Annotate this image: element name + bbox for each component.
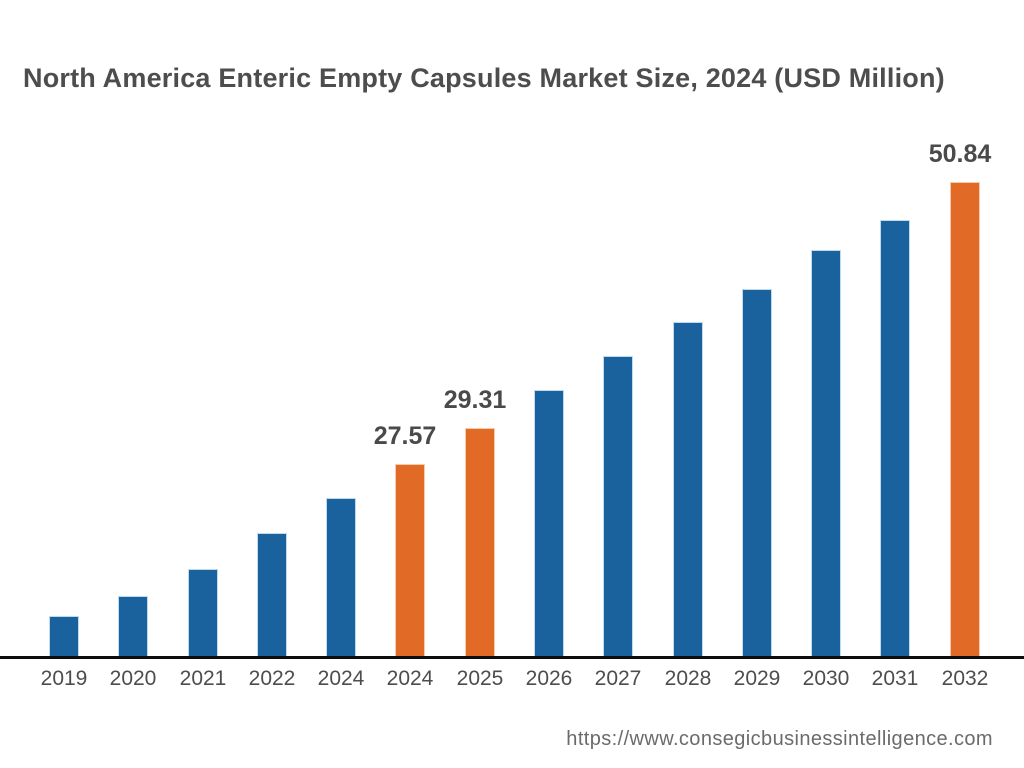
x-tick-2022-3: 2022: [248, 667, 296, 690]
x-tick-2024-4: 2024: [317, 667, 365, 690]
bar-2020-1: [118, 596, 148, 659]
bar-2022-3: [257, 533, 287, 659]
x-tick-2027-8: 2027: [594, 667, 642, 690]
bar-2025-6: [465, 428, 495, 659]
source-url: https://www.consegicbusinessintelligence…: [566, 728, 993, 750]
chart-title: North America Enteric Empty Capsules Mar…: [23, 63, 945, 93]
x-tick-2019-0: 2019: [40, 667, 88, 690]
bar-2027-8: [603, 356, 633, 659]
x-tick-2026-7: 2026: [525, 667, 573, 690]
x-tick-2028-9: 2028: [664, 667, 712, 690]
bar-2026-7: [534, 390, 564, 659]
x-tick-2021-2: 2021: [179, 667, 227, 690]
bar-2030-11: [811, 250, 841, 659]
x-tick-2025-6: 2025: [456, 667, 504, 690]
x-axis-line: [0, 656, 1024, 659]
x-tick-2032-13: 2032: [941, 667, 989, 690]
bar-2028-9: [673, 322, 703, 659]
value-label-2025: 29.31: [443, 386, 507, 414]
bar-2024-5: [395, 464, 425, 659]
x-tick-2029-10: 2029: [733, 667, 781, 690]
x-tick-2024-5: 2024: [386, 667, 434, 690]
bar-2024-4: [326, 498, 356, 659]
bar-2021-2: [188, 569, 218, 659]
bar-2019-0: [49, 616, 79, 659]
value-label-2032: 50.84: [928, 140, 992, 168]
x-tick-2030-11: 2030: [802, 667, 850, 690]
bar-2032-13: [950, 182, 980, 659]
x-tick-2031-12: 2031: [871, 667, 919, 690]
x-tick-2020-1: 2020: [109, 667, 157, 690]
bar-2031-12: [880, 220, 910, 659]
value-label-2024: 27.57: [373, 422, 437, 450]
bar-2029-10: [742, 289, 772, 659]
